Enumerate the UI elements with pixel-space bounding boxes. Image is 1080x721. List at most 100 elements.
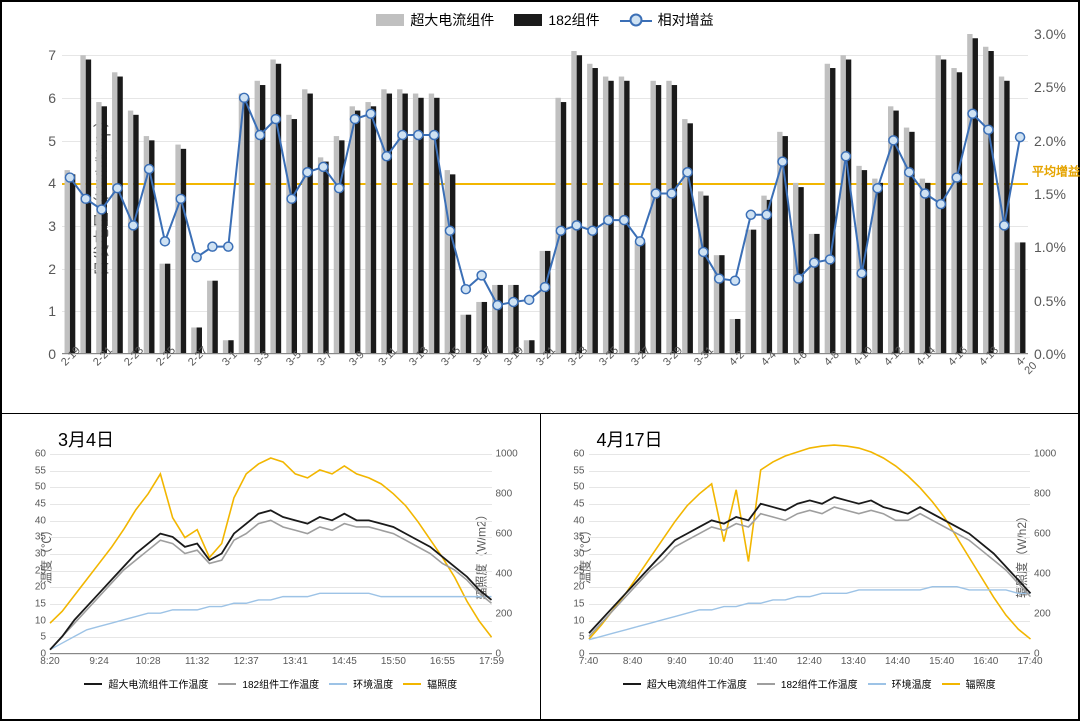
x-tick-label: 17:59: [479, 656, 504, 667]
bottom-right-plot: 温度（℃） 辐照度（W/h2） 051015202530354045505560…: [589, 454, 1031, 654]
legend-swatch: [403, 683, 421, 685]
legend-item: 辐照度: [942, 676, 996, 691]
legend-item-bar1: 超大电流组件: [376, 10, 494, 30]
y2-tick: 200: [492, 609, 513, 620]
y-tick: 60: [573, 449, 588, 460]
legend-label: 辐照度: [427, 676, 457, 691]
x-tick-label: 7:40: [579, 656, 598, 667]
y-tick: 40: [35, 515, 50, 526]
legend-item-bar2: 182组件: [514, 10, 599, 30]
legend-label: 182组件工作温度: [242, 676, 319, 691]
x-tick-label: 15:50: [381, 656, 406, 667]
y-tick: 2: [48, 261, 62, 277]
x-tick-label: 15:40: [929, 656, 954, 667]
legend-label: 超大电流组件工作温度: [108, 676, 208, 691]
y-tick: 6: [48, 90, 62, 106]
y2-tick: 1.5%: [1028, 186, 1066, 202]
y-tick: 30: [573, 549, 588, 560]
legend-swatch: [868, 683, 886, 685]
y2-tick: 1000: [1030, 449, 1056, 460]
y2-tick: 1.0%: [1028, 239, 1066, 255]
y-tick: 55: [35, 465, 50, 476]
y2-tick: 400: [492, 569, 513, 580]
y-tick: 4: [48, 175, 62, 191]
x-tick-label: 8:20: [40, 656, 59, 667]
x-tick-label: 11:32: [185, 656, 209, 667]
legend-label: 辐照度: [966, 676, 996, 691]
y-tick: 30: [35, 549, 50, 560]
x-tick-label: 9:40: [667, 656, 686, 667]
bottom-row: 3月4日 温度（℃） 辐照度（W/m2） 0510152025303540455…: [2, 414, 1078, 719]
x-tick-label: 10:28: [136, 656, 161, 667]
br-x-labels: 7:408:409:4010:4011:4012:4013:4014:4015:…: [589, 654, 1031, 674]
y-tick: 50: [573, 482, 588, 493]
br-legend: 超大电流组件工作温度 182组件工作温度环境温度 辐照度: [589, 676, 1031, 691]
legend-swatch: [623, 683, 641, 685]
legend-item: 182组件工作温度: [757, 676, 858, 691]
legend-label: 超大电流组件工作温度: [647, 676, 747, 691]
top-chart-panel: 超大电流组件 182组件 相对增益 日发电量（kWh/kWp） 01234567…: [2, 2, 1078, 414]
y2-tick: 200: [1030, 609, 1051, 620]
legend-item-line: 相对增益: [620, 10, 714, 30]
y2-tick: 0.0%: [1028, 346, 1066, 362]
swatch-bar2: [514, 14, 542, 26]
x-tick-label: 13:41: [283, 656, 308, 667]
x-tick-label: 13:40: [841, 656, 866, 667]
figure-container: 超大电流组件 182组件 相对增益 日发电量（kWh/kWp） 01234567…: [0, 0, 1080, 721]
x-tick-label: 9:24: [89, 656, 108, 667]
y-tick: 7: [48, 47, 62, 63]
y2-tick: 800: [492, 489, 513, 500]
swatch-bar1: [376, 14, 404, 26]
y-tick: 20: [573, 582, 588, 593]
legend-swatch: [329, 683, 347, 685]
y-tick: 45: [573, 499, 588, 510]
y-tick: 25: [35, 565, 50, 576]
y-tick: 20: [35, 582, 50, 593]
y-tick: 15: [35, 599, 50, 610]
legend-item: 超大电流组件工作温度: [623, 676, 747, 691]
y-tick: 40: [573, 515, 588, 526]
legend-swatch: [757, 683, 775, 685]
legend-swatch: [218, 683, 236, 685]
legend-label-line: 相对增益: [658, 10, 714, 30]
y2-tick: 1000: [492, 449, 518, 460]
bottom-right-panel: 4月17日 温度（℃） 辐照度（W/h2） 051015202530354045…: [541, 414, 1079, 719]
y2-tick: 0.5%: [1028, 293, 1066, 309]
y-tick: 60: [35, 449, 50, 460]
x-tick-label: 8:40: [623, 656, 642, 667]
y2-tick: 2.0%: [1028, 133, 1066, 149]
y-tick: 55: [573, 465, 588, 476]
legend-label-bar2: 182组件: [548, 10, 599, 30]
y-tick: 25: [573, 565, 588, 576]
x-tick-label: 10:40: [708, 656, 733, 667]
bl-legend: 超大电流组件工作温度 182组件工作温度 环境温度 辐照度: [50, 676, 492, 691]
y-tick: 3: [48, 218, 62, 234]
legend-item: 环境温度: [329, 676, 393, 691]
bl-x-labels: 8:209:2410:2811:3212:3713:4114:4515:5016…: [50, 654, 492, 674]
y-tick: 50: [35, 482, 50, 493]
top-legend: 超大电流组件 182组件 相对增益: [62, 10, 1028, 30]
x-tick-label: 17:40: [1017, 656, 1042, 667]
x-tick-label: 14:40: [885, 656, 910, 667]
y-tick: 10: [573, 615, 588, 626]
legend-label: 182组件工作温度: [781, 676, 858, 691]
y-tick: 15: [573, 599, 588, 610]
top-x-labels: 2-192-212-232-252-273-13-33-53-73-93-113…: [62, 354, 1028, 394]
legend-label: 环境温度: [353, 676, 393, 691]
y2-tick: 600: [1030, 529, 1051, 540]
legend-swatch: [942, 683, 960, 685]
x-tick-label: 12:40: [797, 656, 822, 667]
y-tick: 35: [573, 532, 588, 543]
bottom-left-panel: 3月4日 温度（℃） 辐照度（W/m2） 0510152025303540455…: [2, 414, 541, 719]
x-tick-label: 14:45: [332, 656, 357, 667]
legend-swatch: [84, 683, 102, 685]
y2-tick: 800: [1030, 489, 1051, 500]
bottom-right-title: 4月17日: [589, 422, 1031, 454]
y2-tick: 2.5%: [1028, 79, 1066, 95]
legend-item: 182组件工作温度: [218, 676, 319, 691]
y-tick: 1: [48, 303, 62, 319]
x-tick-label: 11:40: [753, 656, 777, 667]
top-plot-area: 日发电量（kWh/kWp） 012345670.0%0.5%1.0%1.5%2.…: [62, 34, 1028, 354]
legend-item: 环境温度: [868, 676, 932, 691]
x-tick-label: 16:55: [430, 656, 455, 667]
